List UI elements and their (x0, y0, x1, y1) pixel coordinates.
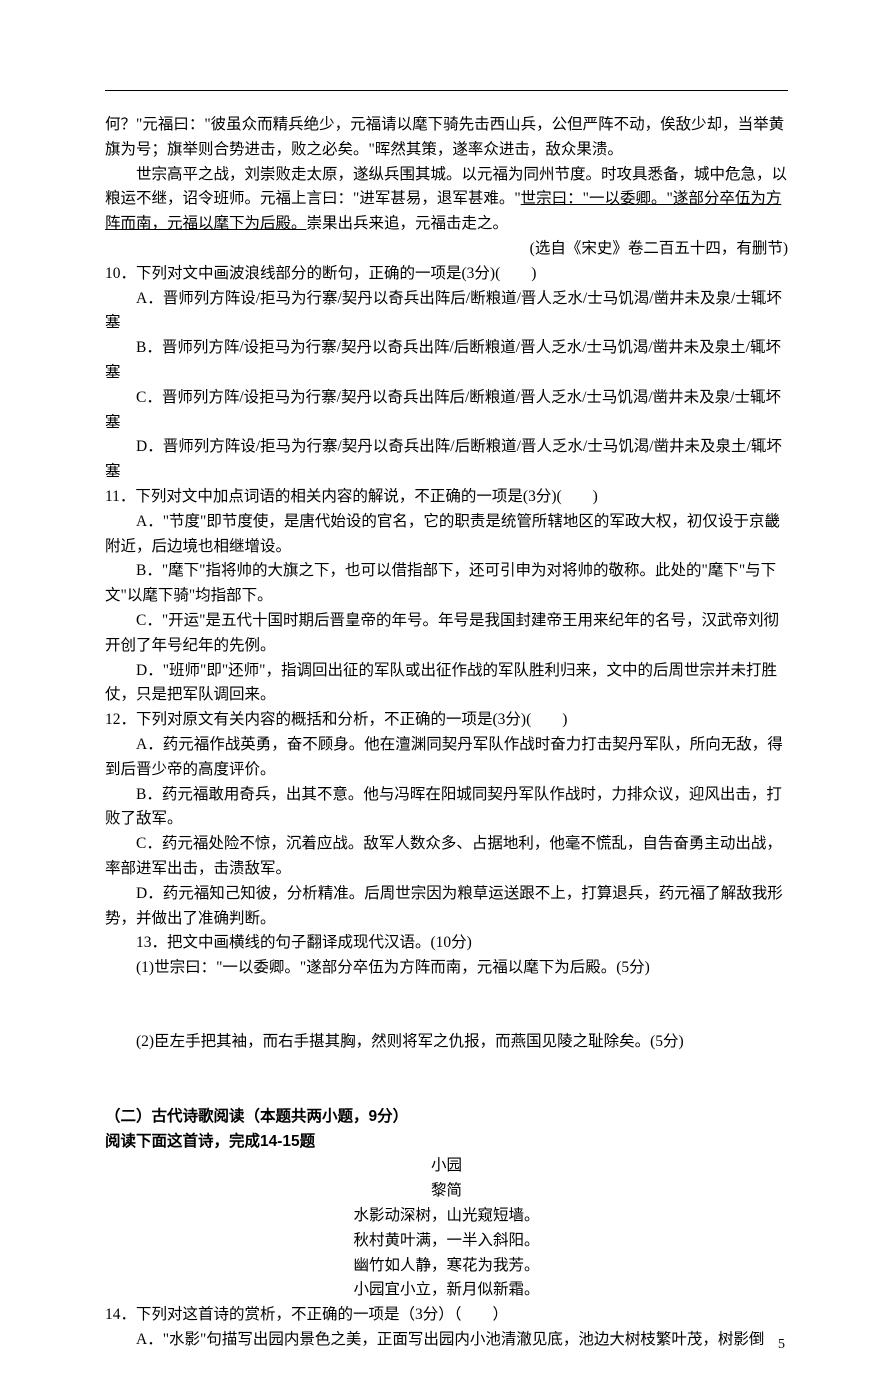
q11-opt-d: D．"班师"即"还师"，指调回出征的军队或出征作战的军队胜利归来，文中的后周世宗… (105, 659, 788, 709)
poem-l2: 秋村黄叶满，一半入斜阳。 (105, 1229, 788, 1254)
section2-instr: 阅读下面这首诗，完成14-15题 (105, 1130, 788, 1155)
q14-stem: 14．下列对这首诗的赏析，不正确的一项是（3分）（ ） (105, 1303, 788, 1328)
passage-p2: 世宗高平之战，刘崇败走太原，遂纵兵围其城。以元福为同州节度。时攻具悉备，城中危急… (105, 163, 788, 237)
page-number: 5 (778, 1334, 785, 1356)
q10-opt-c: C．晋师列方阵/设拒马为行寨/契丹以奇兵出阵后/断粮道/晋人乏水/士马饥渴/凿井… (105, 386, 788, 436)
q13-s1: (1)世宗曰："一以委卿。"遂部分卒伍为方阵而南，元福以麾下为后殿。(5分) (105, 956, 788, 981)
poem-author: 黎简 (105, 1179, 788, 1204)
poem-l1: 水影动深树，山光窥短墙。 (105, 1204, 788, 1229)
q10-stem: 10．下列对文中画波浪线部分的断句，正确的一项是(3分)( ) (105, 262, 788, 287)
q12-opt-b: B．药元福敢用奇兵，出其不意。他与冯晖在阳城同契丹军队作战时，力排众议，迎风出击… (105, 783, 788, 833)
q14-opt-a: A．"水影"句描写出园内景色之美，正面写出园内小池清澈见底，池边大树枝繁叶茂，树… (105, 1328, 788, 1353)
q11-opt-a: A．"节度"即节度使，是唐代始设的官名，它的职责是统管所辖地区的军政大权，初仅设… (105, 510, 788, 560)
blank-3 (105, 1055, 788, 1080)
q13-stem: 13．把文中画横线的句子翻译成现代汉语。(10分) (105, 931, 788, 956)
q12-opt-d: D．药元福知己知彼，分析精准。后周世宗因为粮草运送跟不上，打算退兵，药元福了解敌… (105, 882, 788, 932)
passage-p1: 何？"元福曰："彼虽众而精兵绝少，元福请以麾下骑先击西山兵，公但严阵不动，俟敌少… (105, 113, 788, 163)
poem-l4: 小园宜小立，新月似新霜。 (105, 1278, 788, 1303)
passage-source: (选自《宋史》卷二百五十四，有删节) (105, 237, 788, 262)
blank-1 (105, 981, 788, 1006)
passage-p2-b: 崇果出兵来追，元福击走之。 (307, 215, 509, 232)
poem-l3: 幽竹如人静，寒花为我芳。 (105, 1254, 788, 1279)
q10-opt-d: D．晋师列方阵设/拒马为行寨/契丹以奇兵出阵/后断粮道/晋人乏水/士马饥渴/凿井… (105, 435, 788, 485)
q12-stem: 12．下列对原文有关内容的概括和分析，不正确的一项是(3分)( ) (105, 708, 788, 733)
section2-title: （二）古代诗歌阅读（本题共两小题，9分） (105, 1105, 788, 1130)
poem-title: 小园 (105, 1154, 788, 1179)
blank-2 (105, 1006, 788, 1031)
top-rule (105, 90, 788, 91)
q12-opt-a: A．药元福作战英勇，奋不顾身。他在澶渊同契丹军队作战时奋力打击契丹军队，所向无敌… (105, 733, 788, 783)
page: 何？"元福曰："彼虽众而精兵绝少，元福请以麾下骑先击西山兵，公但严阵不动，俟敌少… (0, 0, 893, 1393)
q11-stem: 11．下列对文中加点词语的相关内容的解说，不正确的一项是(3分)( ) (105, 485, 788, 510)
q13-s2: (2)臣左手把其袖，而右手揕其胸，然则将军之仇报，而燕国见陵之耻除矣。(5分) (105, 1030, 788, 1055)
q11-opt-c: C．"开运"是五代十国时期后晋皇帝的年号。年号是我国封建帝王用来纪年的名号，汉武… (105, 609, 788, 659)
q10-opt-a: A．晋师列方阵设/拒马为行寨/契丹以奇兵出阵后/断粮道/晋人乏水/士马饥渴/凿井… (105, 287, 788, 337)
q11-opt-b: B．"麾下"指将帅的大旗之下，也可以借指部下，还可引申为对将帅的敬称。此处的"麾… (105, 559, 788, 609)
q12-opt-c: C．药元福处险不惊，沉着应战。敌军人数众多、占据地利，他毫不慌乱，自告奋勇主动出… (105, 832, 788, 882)
blank-4 (105, 1080, 788, 1105)
q10-opt-b: B．晋师列方阵/设拒马为行寨/契丹以奇兵出阵/后断粮道/晋人乏水/士马饥渴/凿井… (105, 336, 788, 386)
